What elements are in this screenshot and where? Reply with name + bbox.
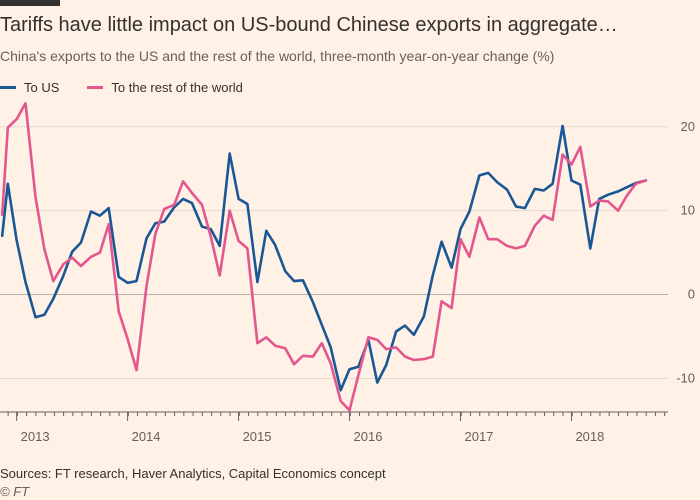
x-tick-label: 2014 bbox=[132, 429, 161, 444]
chart-subtitle: China's exports to the US and the rest o… bbox=[0, 48, 555, 64]
y-tick-label: 0 bbox=[688, 287, 695, 302]
x-tick-label: 2013 bbox=[21, 429, 50, 444]
legend-swatch-rest-of-world bbox=[87, 86, 104, 89]
legend-label-rest-of-world: To the rest of the world bbox=[111, 80, 243, 95]
y-tick-label: -10 bbox=[676, 370, 695, 385]
x-tick-label: 2017 bbox=[464, 429, 493, 444]
series-line-us bbox=[0, 124, 648, 392]
x-tick-label: 2015 bbox=[243, 429, 272, 444]
ft-credit: © FT bbox=[0, 484, 30, 499]
x-tick-label: 2018 bbox=[575, 429, 604, 444]
y-tick-label: 20 bbox=[681, 119, 695, 134]
series-line-rest-of-world bbox=[0, 102, 648, 412]
legend: To US To the rest of the world bbox=[0, 80, 243, 95]
y-tick-label: 10 bbox=[681, 203, 695, 218]
x-tick-label: 2016 bbox=[354, 429, 383, 444]
legend-item-rest-of-world: To the rest of the world bbox=[87, 80, 243, 95]
legend-label-us: To US bbox=[24, 80, 60, 95]
legend-item-us: To US bbox=[0, 80, 59, 95]
chart-title: Tariffs have little impact on US-bound C… bbox=[0, 14, 618, 36]
legend-swatch-us bbox=[0, 86, 16, 89]
line-chart: 20 10 0 -10 2013 2014 2015 2016 2017 2018 bbox=[0, 102, 695, 444]
source-note: Sources: FT research, Haver Analytics, C… bbox=[0, 466, 386, 481]
title-accent-bar bbox=[0, 0, 60, 6]
